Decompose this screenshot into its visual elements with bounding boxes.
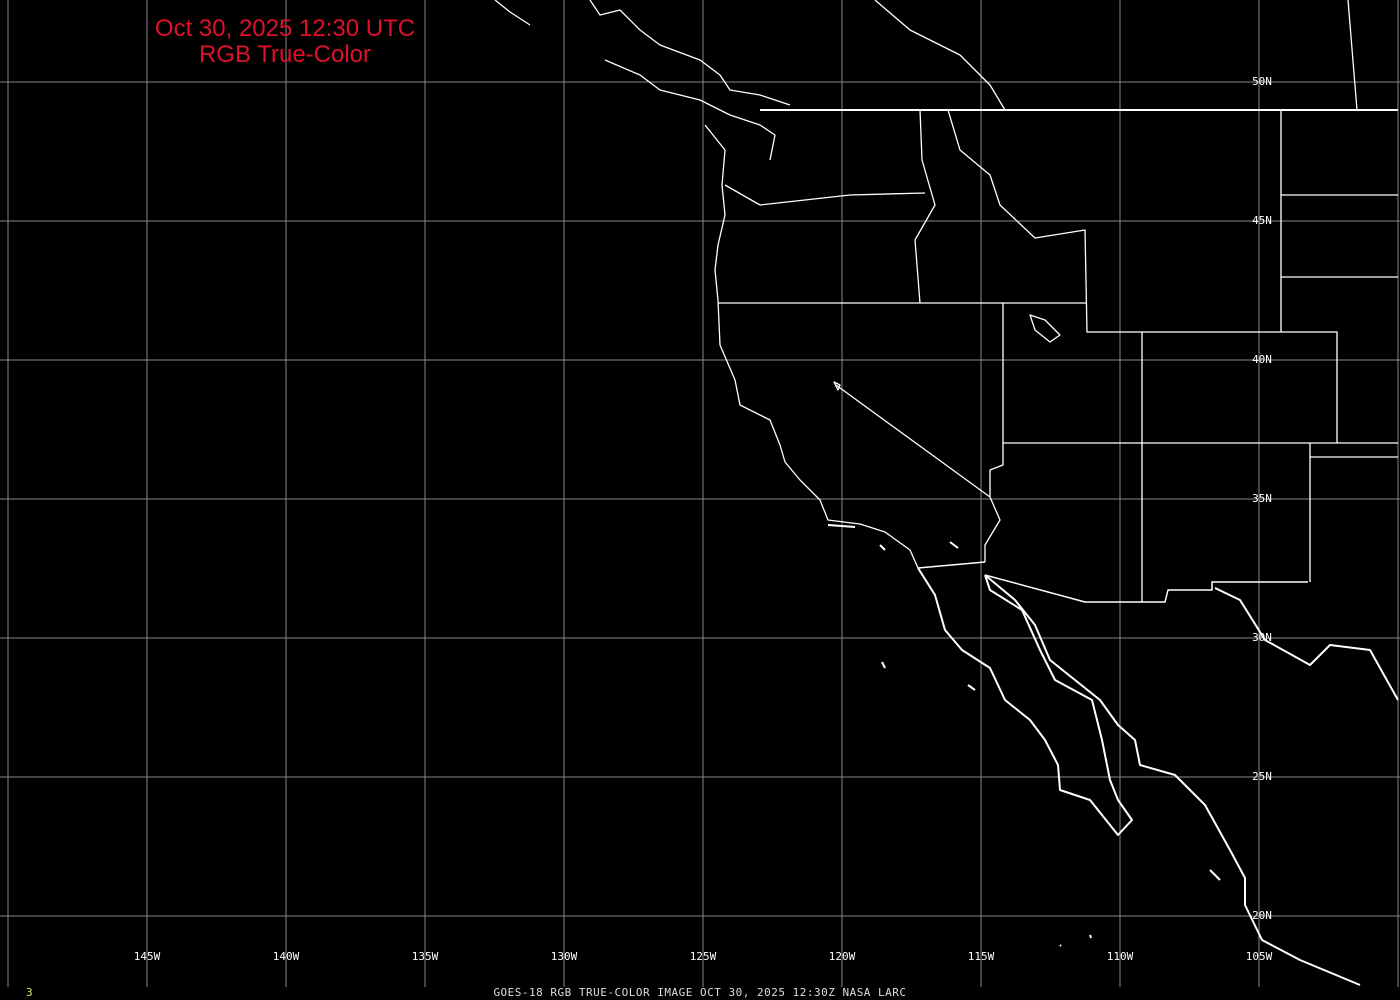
image-caption: GOES-18 RGB TRUE-COLOR IMAGE OCT 30, 202… bbox=[493, 986, 907, 999]
longitude-label: 135W bbox=[412, 950, 439, 963]
west-coast bbox=[704, 124, 919, 569]
bc-alberta-border bbox=[874, 0, 1006, 111]
latitude-label: 20N bbox=[1252, 909, 1272, 922]
longitude-label: 110W bbox=[1107, 950, 1134, 963]
longitude-label: 105W bbox=[1246, 950, 1273, 963]
alberta-sask-border bbox=[1347, 0, 1358, 111]
longitude-label: 115W bbox=[968, 950, 995, 963]
islands bbox=[827, 524, 1221, 947]
longitude-label: 140W bbox=[273, 950, 300, 963]
lake-tahoe bbox=[833, 381, 841, 391]
longitude-label: 145W bbox=[134, 950, 161, 963]
latitude-label: 45N bbox=[1252, 214, 1272, 227]
mexico-gulf-coast bbox=[1214, 587, 1399, 701]
longitude-label: 125W bbox=[690, 950, 717, 963]
baja-pacific-coast bbox=[917, 567, 1133, 836]
great-salt-lake bbox=[1029, 314, 1061, 343]
latitude-label: 40N bbox=[1252, 353, 1272, 366]
frame-number: 3 bbox=[26, 986, 33, 999]
latitude-label: 30N bbox=[1252, 631, 1272, 644]
map-title-product: RGB True-Color bbox=[198, 41, 372, 68]
map-title-datetime: Oct 30, 2025 12:30 UTC bbox=[154, 15, 416, 42]
latitude-label: 25N bbox=[1252, 770, 1272, 783]
latitude-label: 50N bbox=[1252, 75, 1272, 88]
canada-bc-coast bbox=[494, 0, 791, 161]
mexico-mainland-coast bbox=[984, 574, 1361, 986]
us-mexico-border bbox=[917, 561, 1308, 603]
longitude-label: 130W bbox=[551, 950, 578, 963]
latitude-label: 35N bbox=[1252, 492, 1272, 505]
longitude-label: 120W bbox=[829, 950, 856, 963]
state-borders bbox=[718, 109, 1398, 602]
map-outlines bbox=[494, 0, 1399, 986]
